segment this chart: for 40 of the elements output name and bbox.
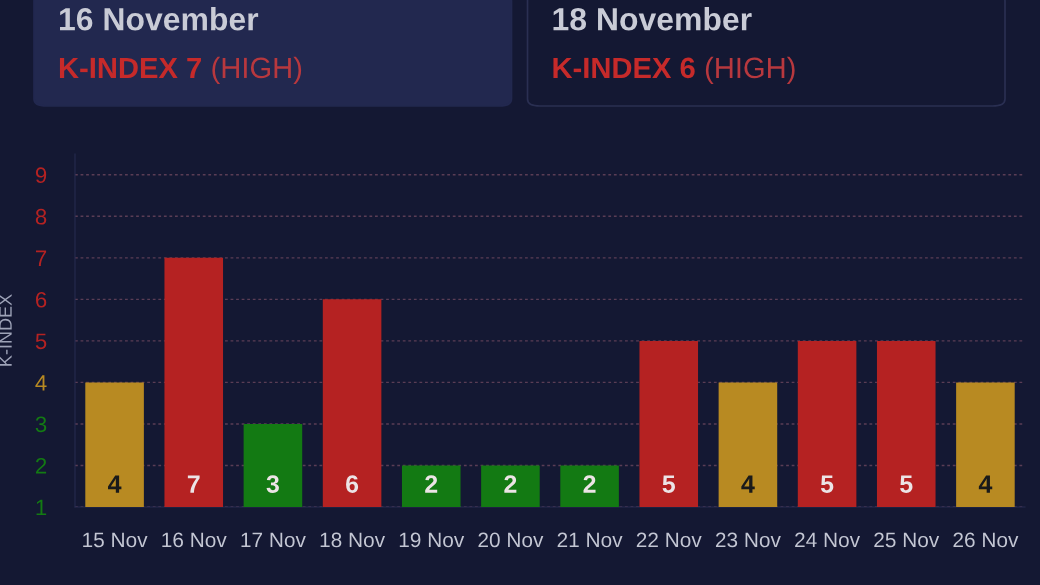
text: 16 November	[60, 7, 259, 31]
y-tick-label: 2	[35, 458, 47, 474]
x-tick-label: 24 Nov	[795, 532, 861, 548]
y-tick-label: 9	[35, 167, 47, 184]
y-tick-label: 8	[35, 208, 47, 225]
data-label: 4	[978, 475, 993, 493]
x-tick-label: 18 Nov	[320, 532, 386, 548]
y-tick-label: 3	[35, 416, 47, 433]
data-label: 6	[346, 475, 359, 493]
text: K-INDEX 7	[59, 57, 201, 78]
x-tick-label: 23 Nov	[715, 532, 781, 548]
x-tick-label: 19 Nov	[399, 532, 465, 548]
data-label: 2	[425, 475, 438, 493]
x-tick-label: 25 Nov	[874, 532, 940, 548]
data-label: 3	[266, 475, 279, 493]
y-tick-label: 1	[36, 499, 47, 516]
x-tick-label: 15 Nov	[83, 532, 148, 548]
data-label: 4	[108, 475, 122, 493]
x-tick-label: 26 Nov	[953, 532, 1019, 548]
data-label: 5	[900, 475, 913, 493]
text: (HIGH)	[212, 56, 302, 84]
x-tick-label: 21 Nov	[557, 532, 623, 548]
data-label: 7	[187, 475, 200, 493]
data-label: 5	[662, 475, 676, 493]
text: K-INDEX 6	[553, 57, 695, 79]
data-label: 5	[820, 475, 834, 493]
y-tick-label: 6	[35, 291, 47, 308]
x-tick-label: 17 Nov	[241, 532, 306, 548]
y-tick-label: 7	[36, 250, 47, 266]
data-label: 4	[741, 475, 755, 493]
text: 18 November	[553, 7, 752, 31]
y-axis-title: K-INDEX	[0, 294, 12, 366]
x-tick-label: 16 Nov	[162, 532, 227, 548]
text: (HIGH)	[705, 56, 795, 84]
data-label: 2	[583, 475, 596, 493]
data-label: 2	[504, 475, 517, 493]
y-tick-label: 4	[35, 375, 47, 391]
x-tick-label: 20 Nov	[478, 532, 544, 548]
y-tick-label: 5	[35, 333, 47, 350]
x-tick-label: 22 Nov	[636, 532, 702, 548]
